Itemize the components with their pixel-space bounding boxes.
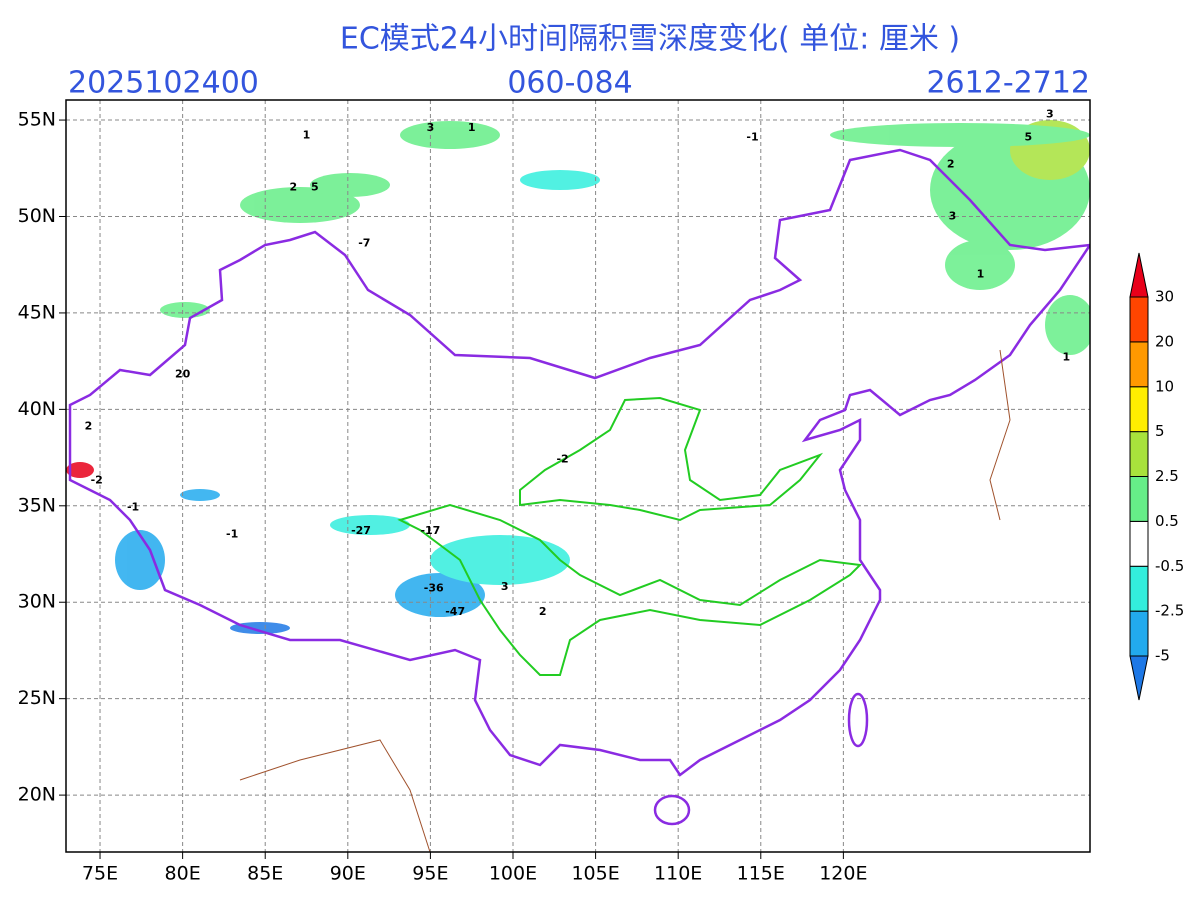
x-tick-label: 75E <box>82 863 118 885</box>
colorbar-arrow-low <box>1129 655 1149 701</box>
grid <box>66 100 1090 852</box>
station-label: -7 <box>358 236 370 249</box>
station-label: 1 <box>977 267 985 280</box>
x-tick-label: 100E <box>489 863 537 885</box>
x-tick-label: 90E <box>330 863 366 885</box>
colorbar-label: -0.5 <box>1155 557 1184 575</box>
colorbar-label: 30 <box>1155 288 1174 306</box>
colorbar-label: -5 <box>1155 647 1170 665</box>
station-label: 5 <box>1025 130 1033 143</box>
station-label: -1 <box>127 501 139 514</box>
title: EC模式24小时间隔积雪深度变化( 单位: 厘米 ) <box>340 22 960 57</box>
snow-areas <box>66 120 1090 634</box>
colorbar-label: 0.5 <box>1155 512 1179 530</box>
station-label: -27 <box>351 524 371 537</box>
colorbar-label: 2.5 <box>1155 467 1179 485</box>
y-tick-label: 35N <box>18 494 56 516</box>
forecast-hours: 060-084 <box>507 66 632 101</box>
station-label: 2 <box>947 157 955 170</box>
china-border <box>68 148 1090 777</box>
station-label: -2 <box>556 453 568 466</box>
colorbar-label: -2.5 <box>1155 602 1184 620</box>
colorbar-segment <box>1129 520 1149 567</box>
station-label: 1 <box>468 121 476 134</box>
hainan <box>653 794 691 826</box>
colorbar-label: 5 <box>1155 422 1165 440</box>
colorbar-segment <box>1129 386 1149 433</box>
map-frame <box>65 99 1091 853</box>
colorbar: -5 -2.5 -0.5 0.5 2.5 5 10 20 30 <box>1129 252 1184 701</box>
x-tick-label: 110E <box>654 863 702 885</box>
y-tick-label: 45N <box>18 301 56 323</box>
y-tick-label: 40N <box>18 398 56 420</box>
y-tick-label: 20N <box>18 784 56 806</box>
x-tick-label: 80E <box>165 863 201 885</box>
colorbar-segment <box>1129 296 1149 343</box>
yangtze-basin <box>397 503 863 676</box>
yellow-river-basin <box>519 396 824 522</box>
colorbar-segment <box>1129 431 1149 477</box>
station-label: -36 <box>424 582 444 595</box>
colorbar-segment <box>1129 610 1149 657</box>
station-label: -2 <box>91 474 103 487</box>
colorbar-arrow-high <box>1129 252 1149 298</box>
x-tick-label: 95E <box>412 863 448 885</box>
station-label: -47 <box>445 605 465 618</box>
x-tick-label: 85E <box>247 863 283 885</box>
valid-period: 2612-2712 <box>926 66 1090 101</box>
y-tick-label: 50N <box>18 205 56 227</box>
y-tick-label: 30N <box>18 591 56 613</box>
station-label: 3 <box>501 580 509 593</box>
colorbar-segment <box>1129 476 1149 522</box>
station-label: 3 <box>427 121 435 134</box>
station-label: 20 <box>175 368 191 381</box>
taiwan <box>847 692 869 748</box>
colorbar-label: 10 <box>1155 377 1174 395</box>
station-label: 5 <box>311 181 319 194</box>
station-label: -17 <box>420 524 440 537</box>
station-label: -1 <box>226 528 238 541</box>
station-label: 1 <box>303 128 311 141</box>
x-tick-label: 115E <box>737 863 785 885</box>
y-tick-label: 55N <box>18 109 56 131</box>
station-label: 2 <box>289 181 297 194</box>
korea-outline <box>989 349 1011 521</box>
axes: 75E 80E 85E 90E 95E 100E 105E 110E 115E 120E20N25… <box>18 109 868 885</box>
station-label: 3 <box>949 209 957 222</box>
country-border <box>239 739 431 852</box>
station-label: -1 <box>746 130 758 143</box>
station-label: 1 <box>1063 350 1071 363</box>
colorbar-segment <box>1129 341 1149 388</box>
init-time: 2025102400 <box>68 66 259 101</box>
station-label: 2 <box>539 605 547 618</box>
x-tick-label: 120E <box>819 863 867 885</box>
station-label: 3 <box>1046 107 1054 120</box>
station-label: 2 <box>85 420 93 433</box>
y-tick-label: 25N <box>18 687 56 709</box>
x-tick-label: 105E <box>571 863 619 885</box>
colorbar-label: 20 <box>1155 332 1174 350</box>
colorbar-segment <box>1129 565 1149 612</box>
